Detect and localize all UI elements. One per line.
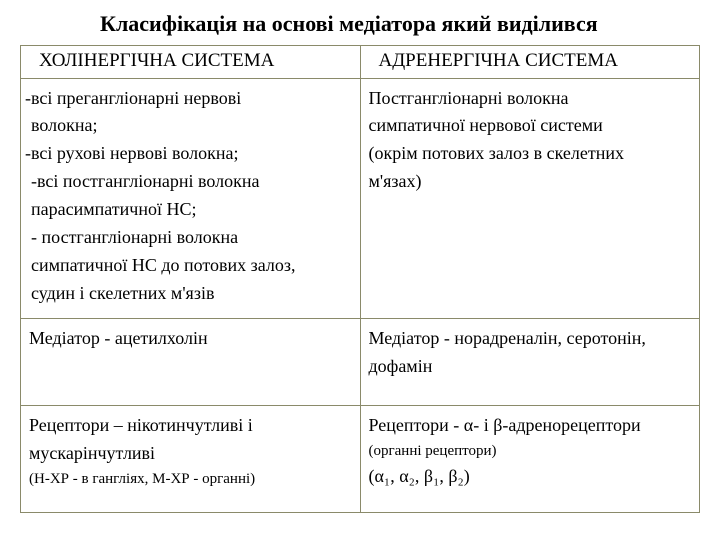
line: м'язах) (369, 168, 692, 196)
col-header-adrenergic: АДРЕНЕРГІЧНА СИСТЕМА (360, 45, 700, 78)
cell-fibers-adrenergic: Постгангліонарні волокна симпатичної нер… (360, 78, 700, 318)
line: симпатичної нервової системи (369, 112, 692, 140)
line: Рецептори - α- і β-адренорецептори (369, 412, 692, 440)
line: парасимпатичної НС; (23, 196, 352, 224)
line: Постгангліонарні волокна (369, 85, 692, 113)
cell-mediator-cholinergic: Медіатор - ацетилхолін (21, 318, 361, 405)
line-small: (органні рецептори) (369, 440, 692, 463)
col-header-cholinergic: ХОЛІНЕРГІЧНА СИСТЕМА (21, 45, 361, 78)
line: Рецептори – нікотинчутливі і мускарінчут… (29, 412, 352, 468)
cell-fibers-cholinergic: -всі прегангліонарні нервові волокна; -в… (21, 78, 361, 318)
line: -всі постгангліонарні волокна (23, 168, 352, 196)
table-header-row: ХОЛІНЕРГІЧНА СИСТЕМА АДРЕНЕРГІЧНА СИСТЕМ… (21, 45, 700, 78)
line-small: (Н-ХР - в гангліях, М-ХР - органні) (29, 468, 352, 491)
line: -всі прегангліонарні нервові (23, 85, 352, 113)
table-row: Медіатор - ацетилхолін Медіатор - норадр… (21, 318, 700, 405)
line: (α₁, α₂, β₁, β₂) (369, 463, 692, 491)
cell-receptors-adrenergic: Рецептори - α- і β-адренорецептори (орга… (360, 405, 700, 512)
line: судин і скелетних м'язів (23, 280, 352, 308)
cell-mediator-adrenergic: Медіатор - норадреналін, серотонін, дофа… (360, 318, 700, 405)
cell-receptors-cholinergic: Рецептори – нікотинчутливі і мускарінчут… (21, 405, 361, 512)
table-row: -всі прегангліонарні нервові волокна; -в… (21, 78, 700, 318)
line: - постгангліонарні волокна (23, 224, 352, 252)
page: Класифікація на основі медіатора який ви… (0, 0, 720, 540)
line: симпатичної НС до потових залоз, (23, 252, 352, 280)
line: волокна; (23, 112, 352, 140)
line: (окрім потових залоз в скелетних (369, 140, 692, 168)
line: -всі рухові нервові волокна; (23, 140, 352, 168)
table-row: Рецептори – нікотинчутливі і мускарінчут… (21, 405, 700, 512)
classification-table: ХОЛІНЕРГІЧНА СИСТЕМА АДРЕНЕРГІЧНА СИСТЕМ… (20, 45, 700, 513)
page-title: Класифікація на основі медіатора який ви… (100, 10, 700, 39)
